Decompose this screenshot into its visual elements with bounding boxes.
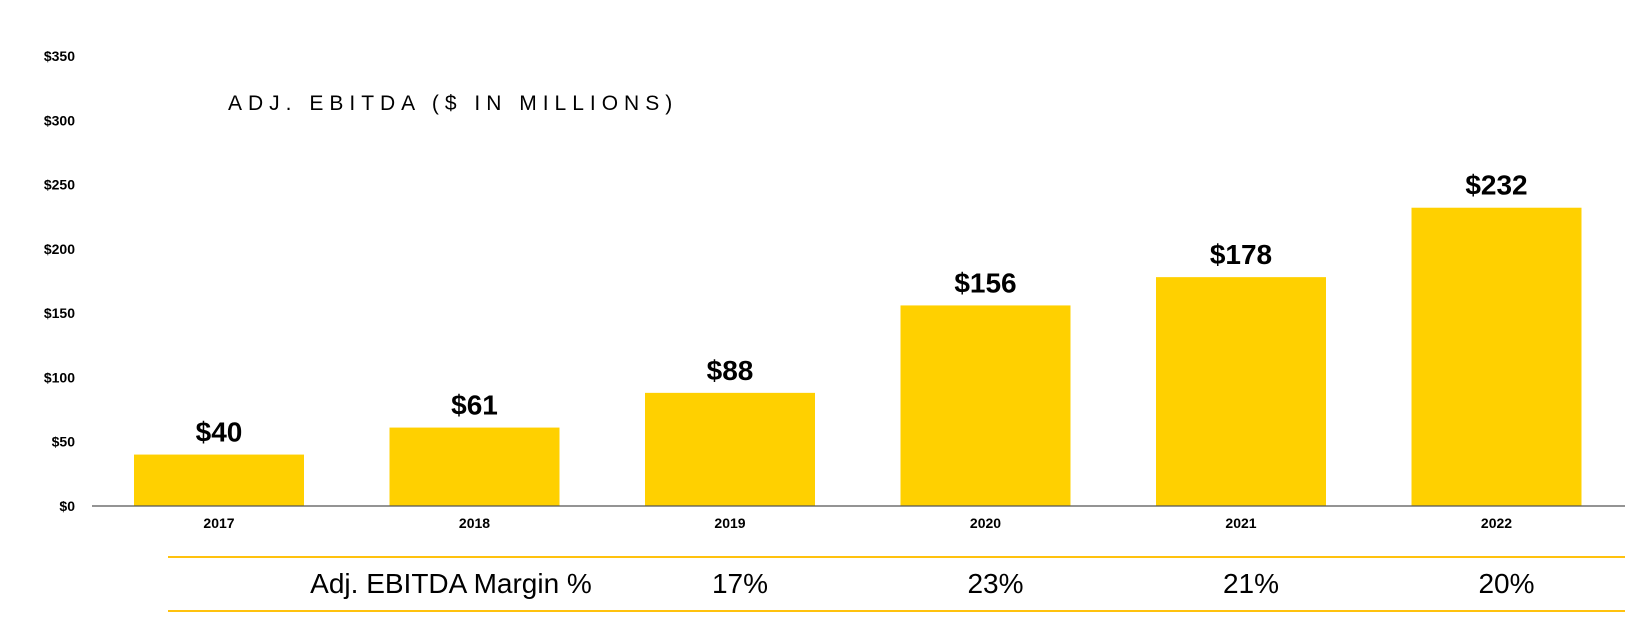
- margin-value-2020: 23%: [967, 568, 1023, 599]
- data-label-2017: $40: [196, 417, 243, 448]
- bar-2021: [1156, 277, 1326, 506]
- y-tick-label: $50: [52, 434, 76, 450]
- bar-2019: [645, 392, 815, 506]
- x-tick-label: 2021: [1225, 515, 1256, 531]
- x-tick-label: 2019: [714, 515, 745, 531]
- y-tick-label: $350: [44, 48, 75, 64]
- margin-value-2022: 20%: [1478, 568, 1534, 599]
- chart-title: ADJ. EBITDA ($ IN MILLIONS): [228, 92, 678, 115]
- y-tick-label: $250: [44, 177, 75, 193]
- margin-table: Adj. EBITDA Margin % 17% 23% 21% 20%: [168, 556, 1625, 612]
- data-label-2022: $232: [1465, 170, 1527, 201]
- bar-2022: [1411, 207, 1582, 506]
- margin-row-label: Adj. EBITDA Margin %: [310, 568, 592, 599]
- bar-2018: [389, 427, 560, 506]
- bars: $40 $61 $88 $156 $178 $232: [134, 170, 1582, 506]
- data-label-2021: $178: [1210, 239, 1272, 270]
- data-label-2018: $61: [451, 390, 498, 421]
- x-tick-label: 2017: [203, 515, 234, 531]
- y-axis: $0 $50 $100 $150 $200 $250 $300 $350: [44, 48, 75, 514]
- y-tick-label: $300: [44, 112, 75, 128]
- x-axis: 2017 2018 2019 2020 2021 2022: [203, 515, 1512, 531]
- y-tick-label: $200: [44, 241, 75, 257]
- y-tick-label: $100: [44, 369, 75, 385]
- margin-value-2021: 21%: [1223, 568, 1279, 599]
- y-tick-label: $150: [44, 305, 75, 321]
- x-tick-label: 2020: [970, 515, 1001, 531]
- data-label-2019: $88: [707, 355, 754, 386]
- bar-2017: [134, 454, 304, 506]
- margin-value-2019: 17%: [712, 568, 768, 599]
- data-label-2020: $156: [954, 267, 1016, 298]
- bar-2020: [900, 305, 1071, 506]
- margin-values: 17% 23% 21% 20%: [712, 568, 1535, 599]
- x-tick-label: 2018: [459, 515, 490, 531]
- x-tick-label: 2022: [1481, 515, 1512, 531]
- y-tick-label: $0: [59, 498, 75, 514]
